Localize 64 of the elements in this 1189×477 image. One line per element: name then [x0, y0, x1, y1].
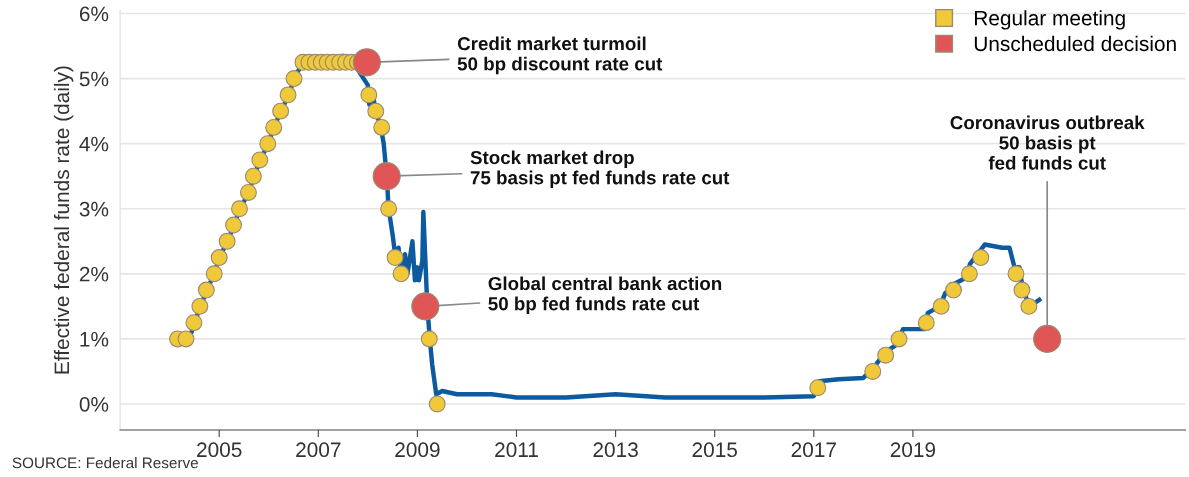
y-tick-label: 6%: [79, 6, 109, 22]
point: [960, 265, 978, 283]
point: [373, 118, 391, 136]
x-tick-label: 2015: [692, 442, 737, 458]
point: [239, 184, 257, 201]
annotation: Coronavirus outbreak 50 basis pt fed funds cut: [950, 115, 1145, 170]
source-note: SOURCE: Federal Reserve: [12, 457, 198, 469]
y-tick-label: 1%: [80, 332, 109, 347]
point: [279, 86, 297, 104]
point: [380, 200, 398, 218]
legend-label: Unscheduled decision: [974, 35, 1176, 52]
x-tick-label: 2005: [197, 442, 242, 458]
x-tick-label: 2009: [395, 442, 440, 458]
point: [864, 362, 882, 380]
point: [1007, 265, 1025, 283]
y-tick-label: 4%: [79, 136, 109, 152]
point: [265, 118, 283, 136]
point: [917, 314, 935, 332]
point: [809, 379, 827, 397]
point: [210, 249, 228, 267]
point: [360, 86, 378, 104]
x-tick-label: 2019: [890, 442, 936, 458]
annotation: Stock market drop 75 basis pt fed funds rate cut: [470, 150, 730, 189]
y-tick-label: 3%: [79, 201, 109, 217]
point: [177, 330, 195, 348]
point: [367, 102, 385, 120]
point: [259, 135, 277, 153]
point: [932, 297, 950, 315]
point: [877, 346, 895, 364]
legend-label: Regular meeting: [974, 10, 1125, 30]
point: [272, 102, 290, 120]
point: [244, 167, 262, 185]
point: [392, 265, 410, 283]
y-axis-title: Effective federal funds rate (daily): [53, 66, 74, 374]
point: [420, 330, 438, 348]
point: [197, 281, 215, 299]
point: [352, 48, 381, 77]
point: [285, 70, 303, 88]
point: [945, 281, 963, 299]
y-tick-label: 5%: [79, 71, 109, 87]
point: [218, 232, 236, 250]
x-tick-label: 2017: [791, 442, 836, 458]
point: [411, 292, 440, 321]
annotation: Global central bank action 50 bp fed funds rate cut: [488, 276, 722, 315]
point: [1033, 324, 1062, 353]
point: [372, 162, 401, 191]
y-tick-label: 0%: [79, 396, 109, 412]
point: [225, 216, 243, 234]
point: [428, 395, 446, 413]
point: [251, 151, 269, 169]
point: [890, 330, 908, 348]
point: [1013, 281, 1031, 299]
x-tick-label: 2013: [593, 442, 638, 458]
x-tick-label: 2007: [296, 442, 341, 458]
y-tick-label: 2%: [79, 266, 109, 282]
x-tick-label: 2011: [495, 442, 538, 458]
point: [185, 314, 203, 332]
point: [231, 200, 248, 218]
point: [972, 249, 990, 267]
annotation: Credit market turmoil 50 bp discount rate cut: [457, 36, 663, 75]
point: [205, 265, 223, 283]
point: [386, 249, 404, 267]
point: [1020, 297, 1038, 315]
point: [191, 297, 209, 315]
